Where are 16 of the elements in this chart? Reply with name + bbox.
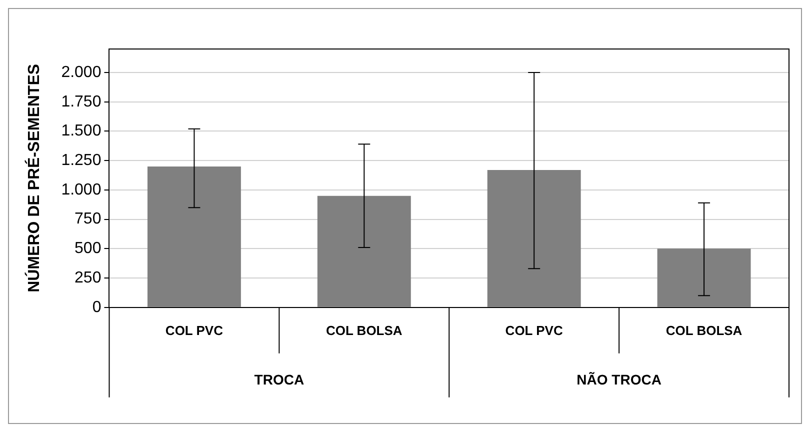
y-tick-label: 500 xyxy=(74,240,102,258)
x-tick-label: COL PVC xyxy=(165,322,224,338)
y-tick-label: 0 xyxy=(92,298,102,316)
x-tick-label: COL BOLSA xyxy=(326,322,403,338)
y-tick-label: 1.250 xyxy=(61,152,102,169)
y-tick-label: 750 xyxy=(74,210,102,228)
y-tick-label: 2.000 xyxy=(61,64,102,81)
text: TROCA xyxy=(254,371,304,388)
y-tick-label: 1.750 xyxy=(61,93,102,110)
x-tick-label: COL BOLSA xyxy=(666,322,743,338)
y-tick-label: 1.000 xyxy=(61,181,102,198)
x-tick-label: COL PVC xyxy=(505,322,564,338)
y-tick-label: 1.500 xyxy=(61,122,102,140)
text: NÃO TROCA xyxy=(576,371,662,388)
y-axis-title: NÚMERO DE PRÉ-SEMENTES xyxy=(24,64,44,292)
y-tick-label: 250 xyxy=(74,269,102,286)
